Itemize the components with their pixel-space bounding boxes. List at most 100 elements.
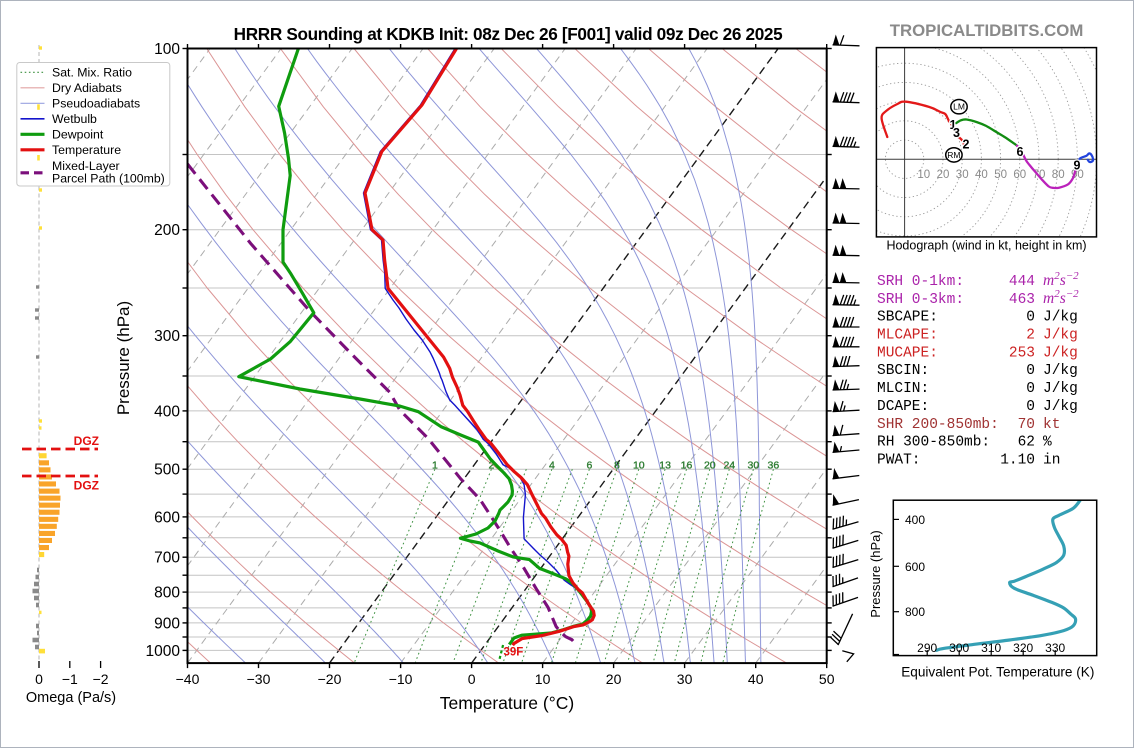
svg-text:Equivalent Pot. Temperature (K: Equivalent Pot. Temperature (K) — [901, 665, 1094, 680]
svg-text:50: 50 — [819, 671, 835, 687]
svg-text:Wetbulb: Wetbulb — [52, 112, 97, 126]
svg-text:RM: RM — [947, 150, 960, 160]
svg-text:0: 0 — [468, 671, 476, 687]
svg-text:600: 600 — [154, 509, 180, 526]
svg-text:−2: −2 — [93, 671, 109, 687]
svg-text:30: 30 — [677, 671, 693, 687]
svg-text:Parcel Path (100mb): Parcel Path (100mb) — [52, 171, 165, 185]
svg-text:−40: −40 — [176, 671, 200, 687]
svg-text:6: 6 — [586, 459, 592, 471]
svg-text:−1: −1 — [62, 671, 78, 687]
svg-text:40: 40 — [975, 169, 988, 181]
svg-text:50: 50 — [994, 169, 1007, 181]
svg-text:0: 0 — [1026, 381, 1035, 397]
svg-text:300: 300 — [949, 641, 969, 655]
svg-text:80: 80 — [1052, 169, 1065, 181]
svg-text:500: 500 — [154, 462, 180, 479]
svg-text:330: 330 — [1045, 641, 1065, 655]
svg-text:SBCIN:: SBCIN: — [877, 363, 929, 379]
svg-text:60: 60 — [1013, 169, 1026, 181]
svg-text:800: 800 — [154, 585, 180, 602]
svg-text:RH 300-850mb:: RH 300-850mb: — [877, 435, 990, 451]
svg-text:0: 0 — [35, 671, 43, 687]
svg-text:PWAT:: PWAT: — [877, 453, 921, 469]
svg-text:MUCAPE:: MUCAPE: — [877, 345, 938, 361]
svg-text:kt: kt — [1043, 417, 1060, 433]
svg-text:290: 290 — [917, 641, 937, 655]
svg-text:70: 70 — [1018, 417, 1035, 433]
svg-text:DGZ: DGZ — [74, 479, 99, 493]
svg-text:40: 40 — [748, 671, 764, 687]
svg-text:16: 16 — [681, 459, 693, 471]
svg-text:100: 100 — [154, 41, 180, 58]
svg-text:62: 62 — [1018, 435, 1035, 451]
svg-text:MLCAPE:: MLCAPE: — [877, 328, 938, 344]
svg-text:J/kg: J/kg — [1043, 363, 1078, 379]
svg-text:Dewpoint: Dewpoint — [52, 128, 104, 142]
svg-text:LM: LM — [953, 102, 965, 112]
svg-text:0: 0 — [1026, 399, 1035, 415]
svg-text:10: 10 — [633, 459, 645, 471]
svg-text:6: 6 — [1017, 145, 1024, 159]
svg-text:900: 900 — [154, 615, 180, 632]
svg-text:30: 30 — [748, 459, 760, 471]
svg-text:700: 700 — [154, 550, 180, 567]
svg-text:2: 2 — [963, 138, 970, 152]
svg-text:600: 600 — [905, 560, 925, 574]
svg-text:−10: −10 — [389, 671, 413, 687]
svg-text:MLCIN:: MLCIN: — [877, 381, 929, 397]
svg-text:J/kg: J/kg — [1043, 345, 1078, 361]
svg-text:310: 310 — [981, 641, 1001, 655]
svg-text:20: 20 — [937, 169, 950, 181]
svg-text:30: 30 — [956, 169, 969, 181]
svg-text:200: 200 — [154, 222, 180, 239]
svg-text:400: 400 — [154, 403, 180, 420]
svg-text:Pressure (hPa): Pressure (hPa) — [868, 530, 883, 617]
svg-text:9: 9 — [1074, 159, 1081, 173]
svg-text:J/kg: J/kg — [1043, 399, 1078, 415]
svg-text:20: 20 — [606, 671, 622, 687]
svg-text:1000: 1000 — [146, 643, 181, 660]
svg-text:Pseudoadiabats: Pseudoadiabats — [52, 97, 140, 111]
svg-text:13: 13 — [659, 459, 671, 471]
svg-text:8: 8 — [614, 459, 620, 471]
svg-text:DCAPE:: DCAPE: — [877, 399, 929, 415]
svg-text:0: 0 — [1026, 363, 1035, 379]
svg-text:in: in — [1043, 453, 1060, 469]
svg-text:20: 20 — [704, 459, 716, 471]
svg-text:Pressure (hPa): Pressure (hPa) — [114, 301, 133, 415]
svg-text:HRRR Sounding at KDKB Init: 08: HRRR Sounding at KDKB Init: 08z Dec 26 [… — [234, 24, 783, 44]
svg-text:1.10: 1.10 — [1000, 453, 1035, 469]
svg-text:Sat. Mix. Ratio: Sat. Mix. Ratio — [52, 66, 132, 80]
svg-text:320: 320 — [1013, 641, 1033, 655]
svg-text:TROPICALTIDBITS.COM: TROPICALTIDBITS.COM — [890, 21, 1084, 40]
svg-text:463: 463 — [1009, 292, 1035, 308]
svg-text:Temperature: Temperature — [52, 143, 121, 157]
svg-text:Hodograph (wind in kt, height: Hodograph (wind in kt, height in km) — [886, 239, 1086, 253]
svg-text:Omega (Pa/s): Omega (Pa/s) — [26, 690, 116, 706]
svg-text:SRH 0-3km:: SRH 0-3km: — [877, 292, 964, 308]
svg-text:1: 1 — [432, 459, 438, 471]
svg-text:253: 253 — [1009, 345, 1035, 361]
svg-text:SHR 200-850mb:: SHR 200-850mb: — [877, 417, 999, 433]
svg-text:0: 0 — [1026, 310, 1035, 326]
svg-text:%: % — [1043, 435, 1052, 451]
svg-text:−20: −20 — [318, 671, 342, 687]
svg-text:400: 400 — [905, 513, 925, 527]
svg-text:10: 10 — [535, 671, 551, 687]
svg-text:2: 2 — [1026, 328, 1035, 344]
svg-text:J/kg: J/kg — [1043, 328, 1078, 344]
svg-text:3: 3 — [953, 126, 960, 140]
svg-text:SBCAPE:: SBCAPE: — [877, 310, 938, 326]
svg-text:Dry Adiabats: Dry Adiabats — [52, 81, 122, 95]
svg-text:J/kg: J/kg — [1043, 381, 1078, 397]
svg-text:800: 800 — [905, 605, 925, 619]
svg-text:36: 36 — [768, 459, 780, 471]
svg-text:−30: −30 — [247, 671, 271, 687]
svg-text:10: 10 — [917, 169, 930, 181]
svg-text:Temperature (°C): Temperature (°C) — [440, 693, 574, 713]
svg-text:39F: 39F — [504, 647, 524, 659]
svg-text:SRH 0-1km:: SRH 0-1km: — [877, 274, 964, 290]
svg-text:J/kg: J/kg — [1043, 310, 1078, 326]
svg-text:300: 300 — [154, 328, 180, 345]
